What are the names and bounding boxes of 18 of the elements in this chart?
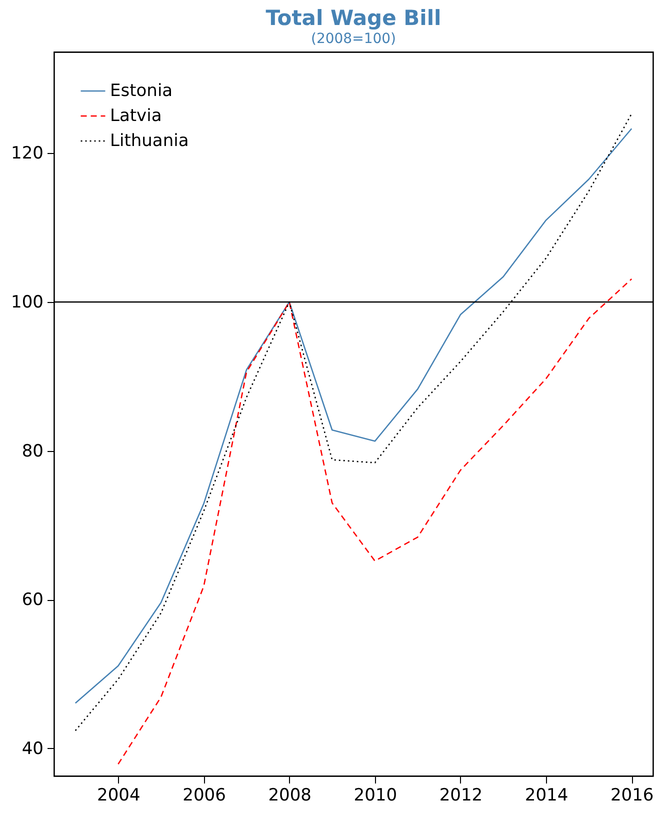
chart-subtitle: (2008=100) <box>310 31 396 47</box>
legend-label: Latvia <box>110 106 162 126</box>
x-tick-label: 2016 <box>610 786 654 806</box>
chart-title: Total Wage Bill <box>266 6 442 30</box>
y-tick-label: 120 <box>11 144 44 164</box>
x-tick-label: 2010 <box>354 786 398 806</box>
y-tick-label: 80 <box>22 441 44 462</box>
legend-label: Lithuania <box>110 131 189 151</box>
x-tick-label: 2012 <box>439 786 483 806</box>
x-tick-label: 2006 <box>182 786 226 806</box>
x-tick-label: 2014 <box>524 786 568 806</box>
legend-label: Estonia <box>110 81 173 101</box>
x-tick-label: 2008 <box>268 786 312 806</box>
y-tick-label: 100 <box>11 292 44 313</box>
line-series <box>118 278 632 765</box>
y-tick-label: 40 <box>22 738 44 759</box>
x-tick-label: 2004 <box>97 786 140 806</box>
y-tick-label: 60 <box>22 590 44 610</box>
